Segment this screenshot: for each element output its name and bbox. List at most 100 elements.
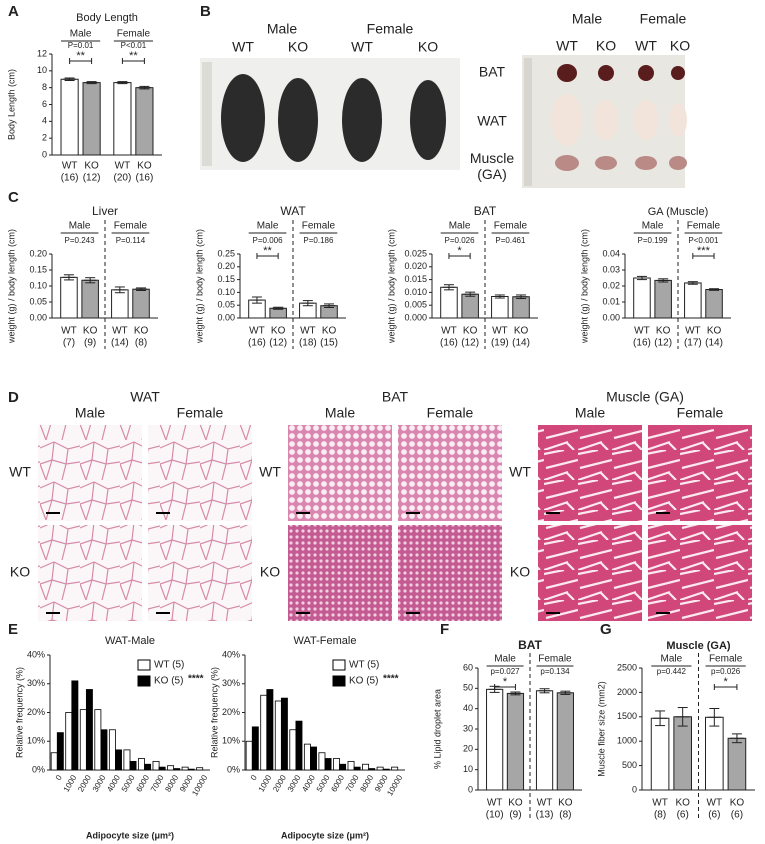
- x-tick-label: WT: [634, 326, 650, 337]
- bar: [289, 729, 297, 771]
- n-label: (9): [84, 338, 96, 349]
- bar: [56, 732, 64, 771]
- y-tick-label: 0%: [227, 764, 240, 774]
- histology-image: [648, 525, 752, 621]
- bar: [486, 688, 504, 791]
- significance: *: [503, 676, 508, 688]
- n-label: (9): [509, 810, 521, 821]
- legend-label: KO (5): [154, 676, 183, 687]
- bar: [60, 78, 79, 156]
- y-tick-label: 0: [632, 784, 637, 794]
- group-label: Female: [367, 21, 414, 37]
- y-tick-label: 0.02: [602, 280, 620, 290]
- p-value: P=0.01: [68, 41, 94, 50]
- y-tick-label: 0.04: [602, 248, 620, 258]
- legend-swatch: [332, 675, 346, 687]
- histology-image: [398, 425, 502, 521]
- y-tick-label: 0.025: [404, 248, 427, 258]
- y-tick-label: 0.03: [602, 264, 620, 274]
- bar: [115, 749, 122, 771]
- y-tick-label: 30%: [222, 678, 240, 688]
- y-tick-label: 0.000: [404, 312, 427, 322]
- tissue-row-label: Muscle (GA): [469, 150, 515, 182]
- y-tick-label: 0.00: [217, 312, 235, 322]
- y-tick-label: 0.00: [29, 312, 47, 322]
- histology-image: [38, 425, 142, 521]
- genotype-label: KO: [288, 39, 308, 55]
- y-tick-label: 0.005: [404, 300, 427, 310]
- x-tick-label: 0: [54, 773, 64, 782]
- n-label: (12): [461, 338, 479, 349]
- legend-swatch: [137, 675, 151, 687]
- chart-title: Muscle (GA): [666, 640, 731, 652]
- histology-image: [538, 425, 642, 521]
- bar: [633, 277, 651, 319]
- x-tick-label: KO: [271, 326, 286, 337]
- y-tick-label: 40: [463, 703, 473, 713]
- y-tick-label: 0.15: [217, 274, 235, 284]
- bar: [673, 716, 692, 791]
- y-tick-label: 0.01: [602, 296, 620, 306]
- x-tick-label: WT: [685, 326, 701, 337]
- bar: [280, 697, 288, 771]
- legend-swatch: [332, 659, 346, 671]
- bar: [368, 768, 376, 771]
- column-label: Female: [177, 405, 224, 421]
- bar: [135, 87, 154, 156]
- y-tick-label: 20%: [27, 707, 45, 717]
- histology-image: [38, 525, 142, 621]
- p-value: p=0.134: [540, 667, 570, 676]
- y-axis-title: % Lipid droplet area: [432, 689, 442, 769]
- legend-note: ****: [383, 674, 399, 685]
- bar: [324, 758, 332, 771]
- bar: [167, 765, 175, 771]
- p-value: P=0.114: [116, 236, 146, 245]
- x-tick-label: KO: [675, 798, 690, 809]
- bar: [491, 295, 509, 319]
- x-tick-label: WT: [652, 798, 668, 809]
- genotype-label: KO: [418, 39, 438, 55]
- y-tick-label: 0: [468, 784, 473, 794]
- y-tick-label: 2000: [617, 687, 637, 697]
- column-label: Male: [325, 405, 356, 421]
- x-tick-label: 7000: [344, 773, 361, 793]
- chart-title: WAT-Male: [105, 635, 155, 647]
- column-label: Female: [677, 405, 724, 421]
- y-tick-label: 10%: [27, 736, 45, 746]
- bar: [650, 717, 670, 791]
- n-label: (7): [63, 338, 75, 349]
- x-tick-label: WT: [112, 326, 128, 337]
- p-value: P=0.461: [495, 236, 526, 245]
- row-label: WT: [9, 464, 31, 480]
- y-axis-title: weight (g) / body length (cm): [579, 229, 589, 344]
- y-tick-label: 0.20: [217, 261, 235, 271]
- y-tick-label: 10: [37, 65, 47, 75]
- n-label: (16): [633, 338, 651, 349]
- n-label: (12): [269, 338, 287, 349]
- genotype-label: WT: [232, 39, 254, 55]
- bar: [654, 279, 672, 319]
- x-tick-label: 8000: [164, 773, 181, 793]
- bar: [556, 692, 574, 791]
- x-tick-label: KO: [84, 161, 99, 172]
- bar: [138, 758, 145, 771]
- legend-label: WT (5): [154, 660, 184, 671]
- bar: [303, 743, 311, 771]
- y-tick-label: 0.20: [29, 248, 47, 258]
- panel-letter: C: [8, 189, 19, 206]
- y-tick-label: 0.020: [404, 261, 427, 271]
- x-tick-label: KO: [656, 326, 671, 337]
- genotype-label: WT: [556, 38, 578, 54]
- bar: [266, 689, 274, 771]
- p-value: P=0.186: [303, 236, 334, 245]
- group-label: Female: [117, 29, 151, 40]
- bar: [506, 692, 525, 791]
- x-tick-label: 2000: [76, 773, 93, 793]
- y-axis-title: weight (g) / body length (cm): [194, 229, 204, 344]
- n-label: (19): [491, 338, 509, 349]
- bar: [310, 746, 317, 771]
- bar: [295, 720, 303, 771]
- y-tick-label: 50: [463, 683, 473, 693]
- genotype-label: KO: [596, 38, 616, 54]
- y-tick-label: 8: [42, 82, 47, 92]
